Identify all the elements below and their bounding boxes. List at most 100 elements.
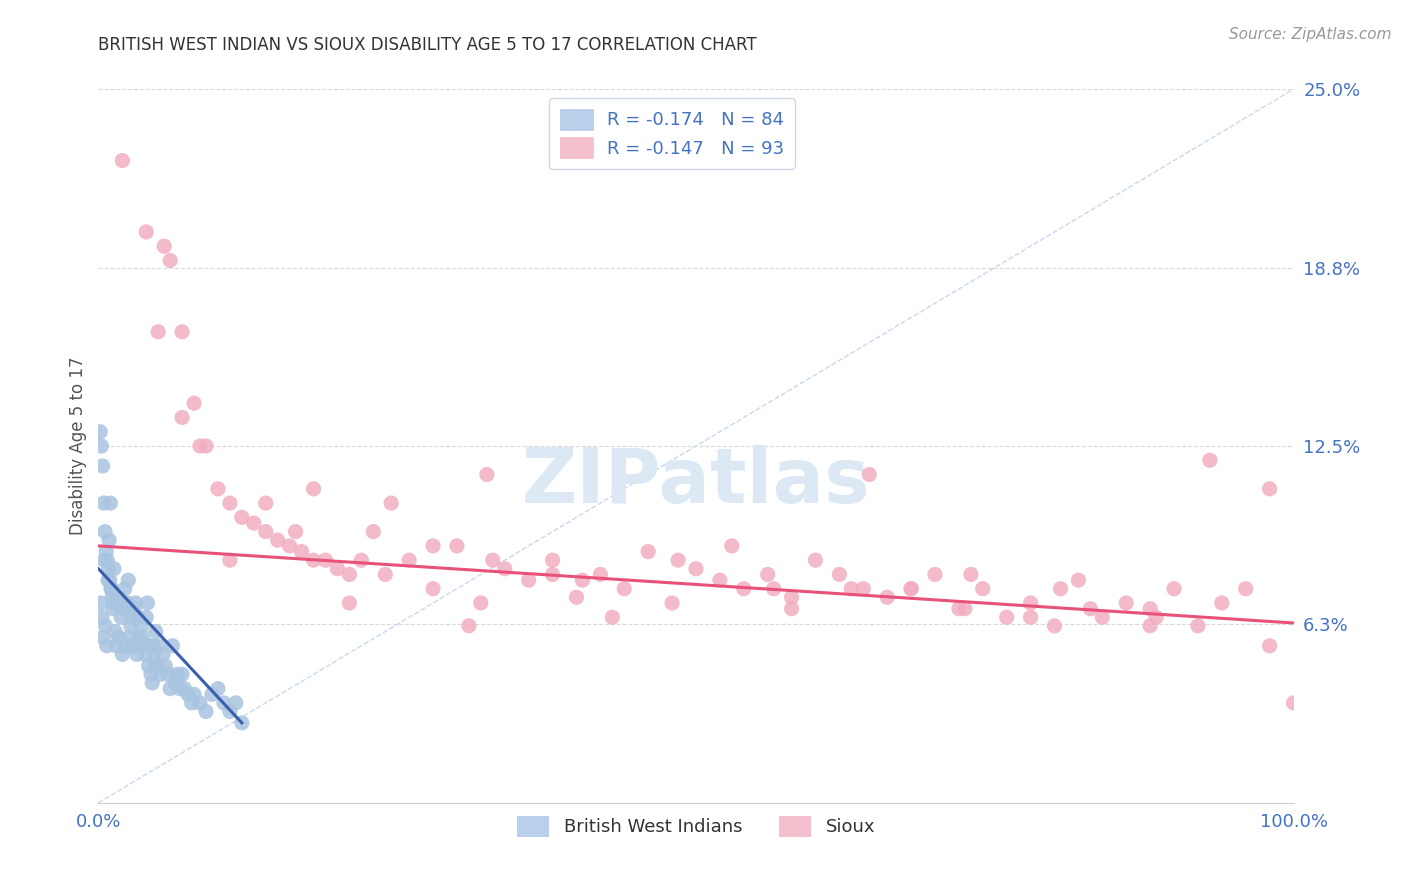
Point xyxy=(602,610,624,624)
Point xyxy=(136,596,159,610)
Point xyxy=(91,610,114,624)
Point xyxy=(876,591,898,605)
Point xyxy=(122,639,145,653)
Point xyxy=(124,601,146,615)
Point xyxy=(219,705,242,719)
Point xyxy=(115,639,138,653)
Point xyxy=(828,567,851,582)
Point xyxy=(89,425,111,439)
Point xyxy=(326,562,349,576)
Point xyxy=(131,619,153,633)
Point xyxy=(169,681,191,696)
Point xyxy=(172,410,194,425)
Point xyxy=(1139,601,1161,615)
Point xyxy=(117,573,139,587)
Point xyxy=(142,639,165,653)
Point xyxy=(1043,619,1066,633)
Point xyxy=(96,639,118,653)
Point xyxy=(93,553,115,567)
Point xyxy=(1019,610,1042,624)
Point xyxy=(571,573,593,587)
Point xyxy=(104,624,127,639)
Point xyxy=(231,715,253,730)
Point xyxy=(339,567,361,582)
Point xyxy=(159,681,181,696)
Point xyxy=(565,591,588,605)
Point xyxy=(94,524,117,539)
Point xyxy=(960,567,983,582)
Point xyxy=(138,658,160,673)
Point xyxy=(212,696,235,710)
Point xyxy=(1144,610,1167,624)
Point xyxy=(780,601,803,615)
Point xyxy=(101,601,124,615)
Point xyxy=(111,153,134,168)
Point xyxy=(225,696,247,710)
Point xyxy=(841,582,863,596)
Point xyxy=(100,582,122,596)
Point xyxy=(398,553,420,567)
Point xyxy=(733,582,755,596)
Point xyxy=(685,562,707,576)
Point xyxy=(1049,582,1071,596)
Point xyxy=(107,630,129,644)
Point xyxy=(146,658,169,673)
Point xyxy=(446,539,468,553)
Point xyxy=(541,553,564,567)
Point xyxy=(541,567,564,582)
Point xyxy=(183,396,205,410)
Point xyxy=(155,658,177,673)
Point xyxy=(374,567,396,582)
Point xyxy=(120,619,142,633)
Point xyxy=(709,573,731,587)
Point xyxy=(1258,639,1281,653)
Point xyxy=(114,582,136,596)
Point xyxy=(118,630,141,644)
Point xyxy=(195,439,218,453)
Text: ZIPatlas: ZIPatlas xyxy=(522,445,870,518)
Point xyxy=(852,582,875,596)
Point xyxy=(141,676,163,690)
Point xyxy=(172,667,194,681)
Point xyxy=(231,510,253,524)
Point xyxy=(125,648,148,662)
Point xyxy=(112,601,135,615)
Point xyxy=(1258,482,1281,496)
Point xyxy=(721,539,744,553)
Point xyxy=(900,582,922,596)
Point xyxy=(129,639,152,653)
Point xyxy=(207,482,229,496)
Point xyxy=(254,524,277,539)
Point xyxy=(98,573,121,587)
Point xyxy=(159,253,181,268)
Point xyxy=(589,567,612,582)
Point xyxy=(139,639,162,653)
Point xyxy=(93,496,115,510)
Point xyxy=(98,496,122,510)
Point xyxy=(291,544,314,558)
Point xyxy=(107,591,129,605)
Point xyxy=(422,582,444,596)
Point xyxy=(97,562,120,576)
Point xyxy=(145,624,167,639)
Point xyxy=(339,596,361,610)
Point xyxy=(254,496,277,510)
Point xyxy=(780,591,803,605)
Point xyxy=(1080,601,1102,615)
Point xyxy=(1019,596,1042,610)
Point xyxy=(162,639,184,653)
Point xyxy=(139,667,162,681)
Point xyxy=(127,610,149,624)
Point xyxy=(90,596,112,610)
Point xyxy=(284,524,307,539)
Point xyxy=(135,225,157,239)
Point xyxy=(219,553,242,567)
Point xyxy=(177,687,200,701)
Point xyxy=(1091,610,1114,624)
Point xyxy=(103,596,125,610)
Point xyxy=(661,596,683,610)
Point xyxy=(637,544,659,558)
Point xyxy=(124,596,146,610)
Point xyxy=(475,467,498,482)
Point xyxy=(201,687,224,701)
